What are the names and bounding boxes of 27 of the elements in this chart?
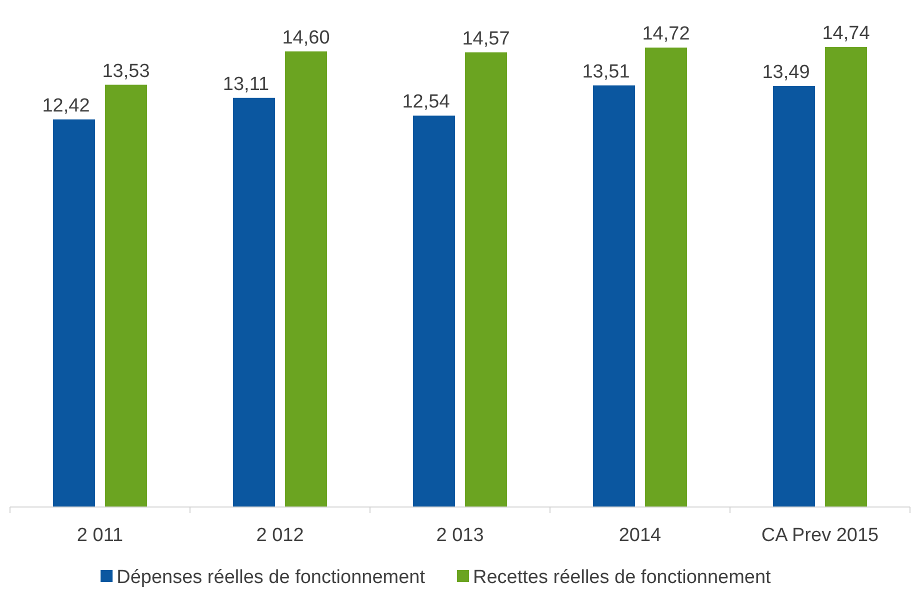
x-tick-label: 2 013 [436,525,484,546]
bar [593,85,635,507]
bar [105,84,147,507]
data-label: 12,54 [402,92,450,113]
bar [773,86,815,507]
bar [465,52,507,507]
x-tick-label: CA Prev 2015 [761,525,879,546]
legend-label: Recettes réelles de fonctionnement [473,567,772,588]
x-tick-label: 2 012 [256,525,304,546]
bar [825,47,867,507]
bar [413,116,455,507]
legend-label: Dépenses réelles de fonctionnement [116,567,426,588]
data-label: 14,74 [822,23,870,44]
data-label: 13,53 [102,60,150,82]
bar [285,51,327,507]
bar [53,119,95,507]
data-label: 14,72 [642,24,690,45]
bar [645,48,687,507]
bar [233,98,275,507]
x-tick-label: 2 011 [76,525,124,546]
x-tick-label: 2014 [618,525,662,546]
data-label: 14,60 [282,27,330,48]
data-label: 13,11 [222,74,270,95]
data-label: 12,42 [42,95,90,116]
data-label: 13,51 [582,61,630,82]
data-label: 13,49 [762,62,810,84]
data-label: 14,57 [462,28,510,50]
